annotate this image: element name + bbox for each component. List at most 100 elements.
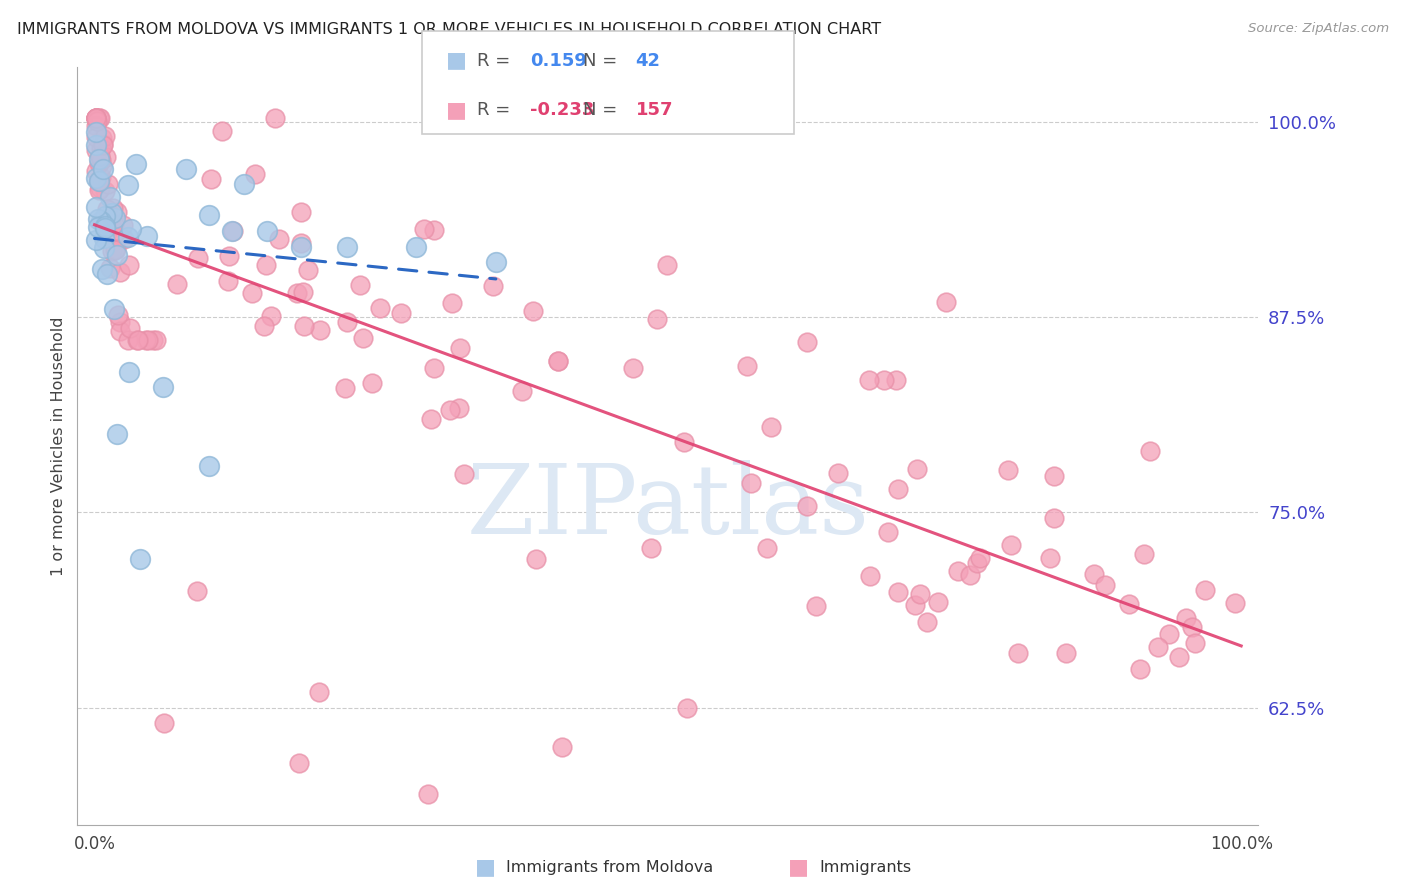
Point: [218, 249, 240, 263]
Text: N =: N =: [583, 52, 617, 70]
Point: [84, 143, 107, 157]
Point: [118, 365, 141, 379]
Point: [673, 435, 696, 450]
Point: [368, 301, 391, 315]
Point: [292, 285, 315, 299]
Point: [93, 241, 115, 255]
Point: [89, 173, 111, 187]
Point: [349, 278, 371, 293]
Point: [640, 541, 662, 555]
Point: [84, 112, 107, 126]
Point: [243, 167, 266, 181]
Point: [117, 258, 139, 272]
Point: [93, 221, 115, 235]
Point: [89, 112, 111, 126]
Point: [550, 739, 572, 754]
Point: [108, 265, 131, 279]
Point: [676, 701, 699, 715]
Point: [94, 150, 117, 164]
Point: [221, 224, 243, 238]
Point: [259, 309, 281, 323]
Point: [91, 137, 114, 152]
Point: [735, 359, 758, 373]
Point: [858, 569, 880, 583]
Text: IMMIGRANTS FROM MOLDOVA VS IMMIGRANTS 1 OR MORE VEHICLES IN HOUSEHOLD CORRELATIO: IMMIGRANTS FROM MOLDOVA VS IMMIGRANTS 1 …: [17, 22, 882, 37]
Point: [89, 149, 111, 163]
Point: [959, 568, 981, 582]
Point: [101, 206, 124, 220]
Point: [94, 209, 117, 223]
Point: [86, 112, 108, 126]
Point: [1184, 636, 1206, 650]
Point: [86, 114, 108, 128]
Point: [927, 595, 949, 609]
Point: [104, 211, 127, 225]
Point: [482, 279, 505, 293]
Point: [1000, 538, 1022, 552]
Point: [872, 373, 894, 387]
Point: [103, 301, 125, 316]
Point: [87, 183, 110, 197]
Point: [101, 219, 124, 234]
Point: [361, 376, 384, 391]
Point: [152, 380, 174, 394]
Point: [90, 169, 112, 184]
Point: [90, 141, 112, 155]
Point: [136, 229, 159, 244]
Point: [84, 129, 107, 144]
Point: [127, 334, 149, 348]
Point: [96, 267, 118, 281]
Point: [145, 334, 167, 348]
Point: [84, 120, 107, 134]
Point: [335, 382, 357, 396]
Point: [1042, 511, 1064, 525]
Point: [136, 334, 159, 348]
Point: [336, 315, 359, 329]
Point: [110, 315, 132, 329]
Point: [917, 615, 939, 629]
Point: [254, 258, 277, 272]
Point: [884, 373, 907, 387]
Point: [806, 599, 828, 614]
Point: [84, 125, 107, 139]
Point: [107, 427, 129, 442]
Point: [125, 157, 148, 171]
Point: [253, 319, 276, 334]
Point: [264, 112, 287, 126]
Point: [287, 756, 309, 770]
Point: [389, 305, 412, 319]
Point: [91, 130, 114, 145]
Point: [877, 524, 900, 539]
Point: [153, 716, 176, 731]
Point: [129, 552, 152, 566]
Point: [946, 564, 969, 578]
Point: [217, 274, 239, 288]
Point: [96, 202, 118, 217]
Text: ■: ■: [446, 51, 467, 70]
Point: [439, 403, 461, 417]
Point: [91, 136, 114, 151]
Point: [1083, 567, 1105, 582]
Point: [91, 161, 114, 176]
Text: 0.159: 0.159: [530, 52, 586, 70]
Point: [290, 240, 312, 254]
Point: [135, 334, 157, 348]
Point: [127, 334, 149, 348]
Text: N =: N =: [583, 101, 617, 119]
Point: [309, 323, 332, 337]
Point: [1181, 619, 1204, 633]
Point: [645, 312, 668, 326]
Point: [827, 466, 849, 480]
Point: [449, 341, 471, 355]
Point: [267, 232, 290, 246]
Point: [117, 178, 139, 193]
Point: [142, 334, 165, 348]
Point: [256, 224, 278, 238]
Point: [98, 190, 121, 204]
Point: [336, 240, 359, 254]
Point: [1175, 611, 1198, 625]
Point: [84, 112, 107, 126]
Point: [1168, 649, 1191, 664]
Point: [1139, 444, 1161, 458]
Point: [93, 230, 115, 244]
